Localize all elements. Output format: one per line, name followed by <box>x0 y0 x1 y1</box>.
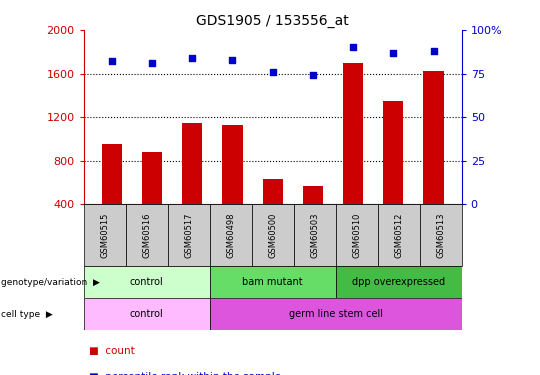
Bar <box>182 123 202 248</box>
Bar <box>377 204 420 266</box>
Bar <box>252 204 294 266</box>
Bar <box>303 186 323 248</box>
Bar <box>142 152 162 248</box>
Text: GSM60498: GSM60498 <box>226 213 235 258</box>
Point <box>148 60 157 66</box>
Point <box>429 48 438 54</box>
Text: dpp overexpressed: dpp overexpressed <box>352 277 446 287</box>
Text: GSM60510: GSM60510 <box>352 213 361 258</box>
Text: GSM60515: GSM60515 <box>100 213 109 258</box>
Bar <box>84 266 210 298</box>
Bar <box>343 63 363 248</box>
Bar <box>262 179 283 248</box>
Point <box>308 72 317 78</box>
Text: genotype/variation  ▶: genotype/variation ▶ <box>1 278 100 286</box>
Bar <box>222 125 242 248</box>
Bar <box>84 204 126 266</box>
Text: GSM60516: GSM60516 <box>142 213 151 258</box>
Bar <box>336 266 462 298</box>
Text: GSM60503: GSM60503 <box>310 213 319 258</box>
Text: GSM60517: GSM60517 <box>184 213 193 258</box>
Title: GDS1905 / 153556_at: GDS1905 / 153556_at <box>197 13 349 28</box>
Text: ■  percentile rank within the sample: ■ percentile rank within the sample <box>89 372 281 375</box>
Bar <box>210 298 462 330</box>
Text: bam mutant: bam mutant <box>242 277 303 287</box>
Bar <box>420 204 462 266</box>
Text: germ line stem cell: germ line stem cell <box>289 309 383 319</box>
Bar <box>383 101 403 248</box>
Text: GSM60500: GSM60500 <box>268 213 277 258</box>
Bar <box>126 204 168 266</box>
Bar <box>210 204 252 266</box>
Point <box>349 45 357 51</box>
Bar <box>423 71 443 248</box>
Bar <box>210 266 336 298</box>
Bar <box>102 144 122 248</box>
Text: GSM60513: GSM60513 <box>436 213 445 258</box>
Point <box>268 69 277 75</box>
Text: cell type  ▶: cell type ▶ <box>1 310 53 319</box>
Bar <box>168 204 210 266</box>
Text: control: control <box>130 277 164 287</box>
Bar <box>84 298 210 330</box>
Point <box>228 57 237 63</box>
Text: control: control <box>130 309 164 319</box>
Bar <box>294 204 336 266</box>
Point <box>188 55 197 61</box>
Point <box>107 58 116 64</box>
Point <box>389 50 397 55</box>
Text: ■  count: ■ count <box>89 346 135 355</box>
Text: GSM60512: GSM60512 <box>394 213 403 258</box>
Bar <box>336 204 377 266</box>
